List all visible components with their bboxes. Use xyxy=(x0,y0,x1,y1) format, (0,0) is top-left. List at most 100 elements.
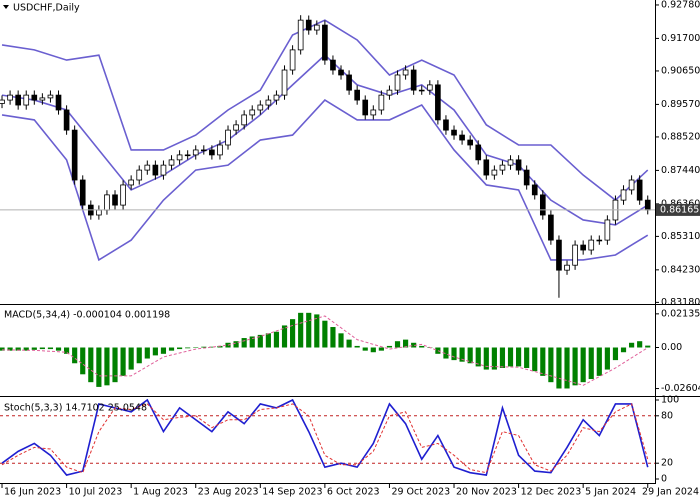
y-tick-label: 0.91700 xyxy=(661,33,700,44)
candle-body xyxy=(491,169,498,176)
candle-body xyxy=(47,94,54,99)
histogram-bar xyxy=(31,347,37,350)
histogram-bar xyxy=(136,347,142,364)
histogram-bar xyxy=(330,327,336,348)
candle-body xyxy=(104,194,110,211)
histogram-bar xyxy=(540,347,546,376)
candle-body xyxy=(636,179,643,201)
y-tick-label: 0.85310 xyxy=(661,231,700,242)
histogram-bar xyxy=(435,347,441,354)
candle-body xyxy=(96,209,102,216)
candle-body xyxy=(507,159,514,166)
candle-body xyxy=(410,69,417,91)
histogram-bar xyxy=(273,331,280,348)
histogram-bar xyxy=(201,346,207,348)
histogram-bar xyxy=(516,347,522,367)
histogram-bar xyxy=(96,347,102,387)
candle-body xyxy=(451,129,457,136)
candle-body xyxy=(515,159,522,171)
y-tick-label: 0.00 xyxy=(661,342,682,353)
candle-body xyxy=(313,24,320,31)
candle-body xyxy=(402,69,409,76)
histogram-bar xyxy=(532,347,538,372)
candle-body xyxy=(556,239,562,271)
histogram-bar xyxy=(314,314,320,348)
candle-body xyxy=(120,184,126,206)
panel-title: USDCHF,Daily xyxy=(13,3,80,14)
histogram-bar xyxy=(193,347,199,349)
candle-body xyxy=(499,164,506,171)
histogram-bar xyxy=(217,345,223,348)
histogram-bar xyxy=(298,312,304,348)
x-tick-label: 14 Sep 2023 xyxy=(262,487,322,498)
panel-title: Stoch(5,3,3) 14.7102 25.0548 xyxy=(4,403,147,414)
candle-body xyxy=(289,49,296,71)
candle-body xyxy=(564,264,570,271)
candle-body xyxy=(435,84,441,121)
candle-body xyxy=(144,164,151,171)
candle-body xyxy=(426,84,433,91)
histogram-bar xyxy=(306,312,312,348)
last-price-box xyxy=(656,203,700,216)
candle-body xyxy=(580,244,586,251)
candle-body xyxy=(297,19,304,51)
histogram-bar xyxy=(55,347,62,351)
candle-body xyxy=(322,24,328,61)
histogram-bar xyxy=(580,347,586,383)
candle-body xyxy=(604,219,611,241)
candle-body xyxy=(548,214,554,241)
histogram-bar xyxy=(419,345,425,348)
histogram-bar xyxy=(64,347,70,354)
histogram-bar xyxy=(249,336,255,348)
y-tick-label: 0 xyxy=(661,474,667,485)
candle-body xyxy=(71,129,78,181)
candle-body xyxy=(386,89,393,96)
x-tick-label: 5 Jan 2024 xyxy=(585,487,636,498)
y-tick-label: -0.026041 xyxy=(661,383,700,394)
x-tick-label: 23 Aug 2023 xyxy=(198,487,259,498)
candle-body xyxy=(112,194,118,206)
candle-body xyxy=(249,109,256,116)
histogram-bar xyxy=(233,341,239,348)
candle-body xyxy=(192,149,199,156)
x-tick-label: 29 Jan 2024 xyxy=(642,487,699,498)
candle-body xyxy=(7,94,13,101)
x-tick-label: 10 Jul 2023 xyxy=(69,487,123,498)
candle-body xyxy=(200,149,207,152)
histogram-bar xyxy=(80,347,86,375)
indicator-line xyxy=(1,19,649,202)
candle-body xyxy=(588,239,595,251)
candle-body xyxy=(418,89,425,92)
histogram-bar xyxy=(459,347,465,362)
histogram-bar xyxy=(556,347,562,389)
candle-body xyxy=(233,124,239,131)
histogram-bar xyxy=(257,334,263,348)
candle-body xyxy=(644,199,651,211)
candle-body xyxy=(55,94,62,111)
candle-body xyxy=(467,139,473,146)
candle-body xyxy=(257,104,264,111)
y-tick-label: 0.021352 xyxy=(661,308,700,319)
candle-body xyxy=(539,194,546,216)
candle-body xyxy=(394,74,401,91)
histogram-bar xyxy=(394,341,401,348)
histogram-bar xyxy=(403,339,409,348)
histogram-bar xyxy=(386,345,393,348)
y-tick-label: 0.88520 xyxy=(661,131,700,142)
last-price-label: 0.86165 xyxy=(660,204,699,215)
candle-body xyxy=(459,134,465,141)
candle-body xyxy=(241,114,247,126)
candle-body xyxy=(136,169,143,181)
histogram-bar xyxy=(104,347,110,386)
candle-body xyxy=(305,19,312,31)
histogram-bar xyxy=(23,347,29,351)
y-tick-label: 0.92780 xyxy=(661,0,700,10)
candle-body xyxy=(265,99,272,106)
candle-body xyxy=(273,94,280,101)
histogram-bar xyxy=(443,347,449,359)
candle-body xyxy=(628,179,635,191)
histogram-bar xyxy=(475,347,481,367)
histogram-bar xyxy=(564,347,570,389)
candle-body xyxy=(160,164,167,176)
candle-body xyxy=(152,164,159,176)
